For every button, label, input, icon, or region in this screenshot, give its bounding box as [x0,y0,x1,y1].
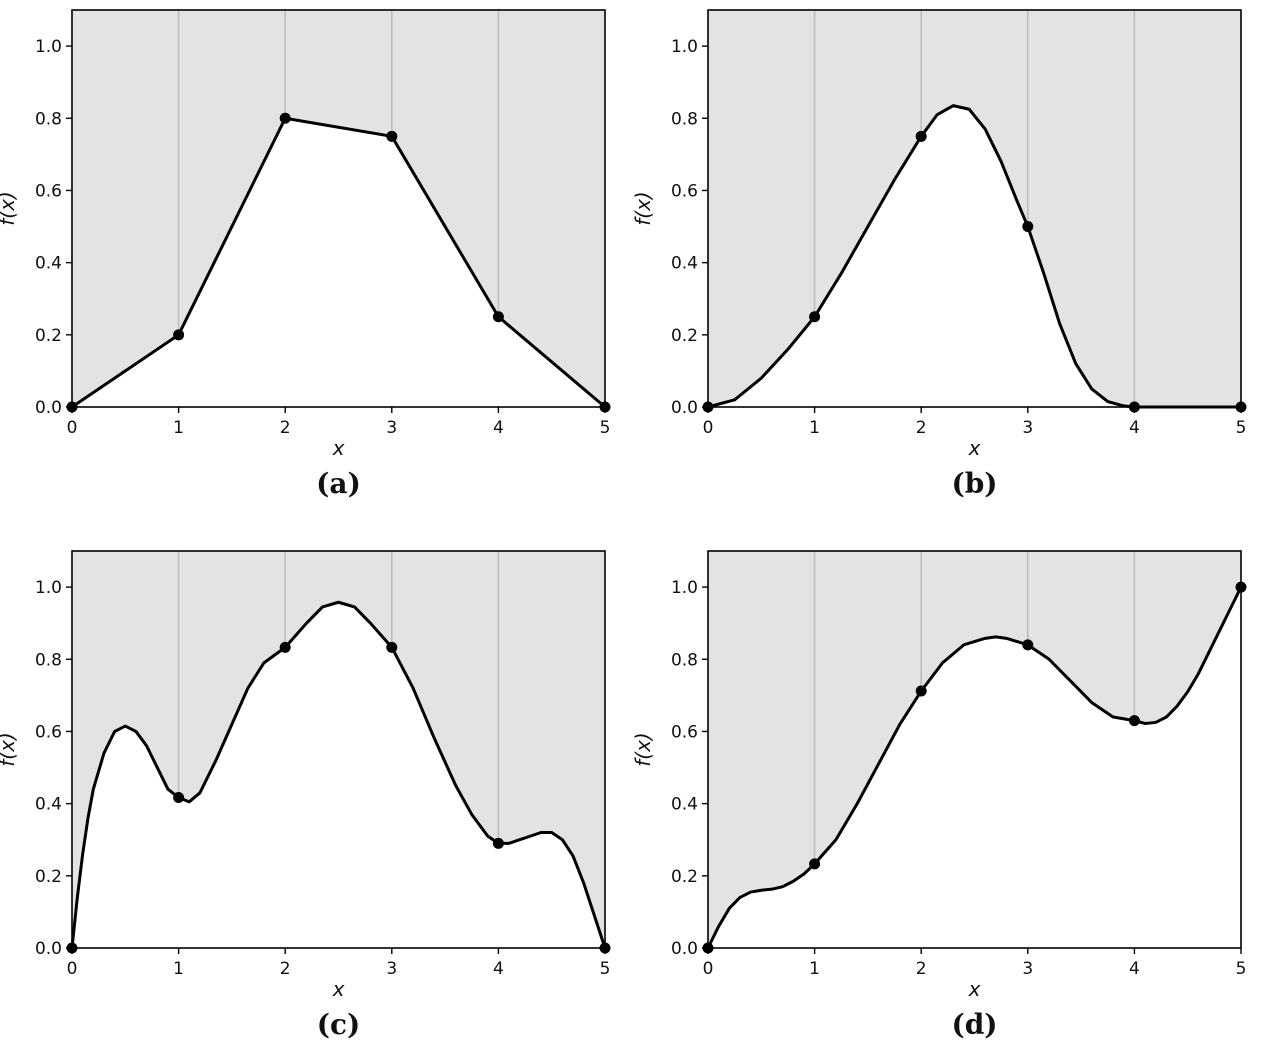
panel-a-xtick-label-1: 1 [173,418,184,438]
panel-b-ylabel: f(x) [631,191,655,225]
panel-d-xlabel: x [968,977,981,1001]
panel-c-xtick-label-4: 4 [493,959,504,979]
panel-b-frame [707,9,1242,408]
panel-a-ytick-label-3: 0.6 [35,181,62,201]
panel-c-ytick-label-2: 0.4 [35,795,62,815]
panel-d-curve [706,585,1243,950]
panel-c-ytick-label-5: 1.0 [35,578,62,598]
panel-a-frame [71,9,606,408]
panel-a-ytick-label-4: 0.8 [35,109,62,129]
panel-d-xtick-label-1: 1 [809,959,820,979]
panel-a-curve [70,116,607,409]
panel-b-ytick-label-1: 0.2 [671,326,698,346]
panel-b-xtick-label-5: 5 [1236,418,1247,438]
panel-c-area-under-curve [72,602,605,948]
panel-d-area-under-curve [708,587,1241,948]
panel-b-xtick-label-1: 1 [809,418,820,438]
panel-c-ytick-label-1: 0.2 [35,867,62,887]
panel-d-panel-label: (d) [951,1008,997,1041]
panel-a-ytick-label-0: 0.0 [35,398,62,418]
panel-d: 0 1 2 3 4 5 0.0 0.2 0.4 0.6 0.8 1.0 x f(x) (d) [631,550,1247,1041]
panel-a-point-2 [279,112,291,124]
panel-d-ytick-label-5: 1.0 [671,578,698,598]
panel-a-xtick-label-3: 3 [386,418,397,438]
panel-c-xtick-label-3: 3 [386,959,397,979]
panel-b-panel-label: (b) [951,467,997,500]
panel-c-frame [71,550,606,949]
panel-c-ytick-label-3: 0.6 [35,722,62,742]
panel-c-point-1 [173,792,185,804]
panel-a-area-under-curve [72,118,605,408]
panel-c-xtick-label-5: 5 [600,959,611,979]
panel-c-curve [70,600,607,950]
panel-d-xtick-label-2: 2 [916,959,927,979]
panel-c-xtick-label-2: 2 [280,959,291,979]
panel-a-ytick-label-5: 1.0 [35,37,62,57]
panel-c-ytick-label-4: 0.8 [35,650,62,670]
panel-d-ytick-label-4: 0.8 [671,650,698,670]
panel-a-ytick-label-1: 0.2 [35,326,62,346]
panel-d-point-2 [915,685,927,697]
panel-d-ytick-label-2: 0.4 [671,795,698,815]
panel-d-ytick-label-1: 0.2 [671,867,698,887]
panel-b-xtick-label-0: 0 [703,418,714,438]
panel-d-ytick-label-3: 0.6 [671,722,698,742]
panel-b-ytick-label-3: 0.6 [671,181,698,201]
panel-a: 0 1 2 3 4 5 0.0 0.2 0.4 0.6 0.8 1.0 x f(x) (a) [0,9,611,500]
panel-b-xtick-label-4: 4 [1129,418,1140,438]
panel-d-point-1 [809,858,821,870]
panel-c-xtick-label-0: 0 [67,959,78,979]
panel-c: 0 1 2 3 4 5 0.0 0.2 0.4 0.6 0.8 1.0 x f(x) (c) [0,550,611,1041]
panel-c-point-2 [279,641,291,653]
panel-d-xtick-label-4: 4 [1129,959,1140,979]
panel-c-ytick-label-0: 0.0 [35,939,62,959]
panel-c-point-4 [492,837,504,849]
panel-b-ytick-label-2: 0.4 [671,254,698,274]
panel-b-point-1 [809,311,821,323]
panel-a-xtick-label-4: 4 [493,418,504,438]
panel-d-xtick-label-0: 0 [703,959,714,979]
panel-b-xtick-label-2: 2 [916,418,927,438]
panel-b-ytick-label-4: 0.8 [671,109,698,129]
panel-d-xtick-label-5: 5 [1236,959,1247,979]
panel-b-ytick-label-5: 1.0 [671,37,698,57]
panel-a-ytick-label-2: 0.4 [35,254,62,274]
panel-c-xtick-label-1: 1 [173,959,184,979]
panel-b-ytick-label-0: 0.0 [671,398,698,418]
panel-b-point-2 [915,130,927,142]
panel-c-ylabel: f(x) [0,732,19,766]
panel-d-point-4 [1128,715,1140,727]
panel-d-frame [707,550,1242,949]
panel-b-xtick-label-3: 3 [1022,418,1033,438]
panel-b: 0 1 2 3 4 5 0.0 0.2 0.4 0.6 0.8 1.0 x f(x) (b) [631,9,1247,500]
panel-d-xtick-label-3: 3 [1022,959,1033,979]
panel-d-ytick-label-0: 0.0 [671,939,698,959]
panel-a-panel-label: (a) [316,467,361,500]
panel-b-xlabel: x [968,436,981,460]
panel-d-ylabel: f(x) [631,732,655,766]
panel-a-xtick-label-0: 0 [67,418,78,438]
panel-c-point-3 [386,641,398,653]
panel-a-point-1 [173,329,185,341]
panel-b-area-under-curve [708,105,1241,407]
panel-d-point-3 [1022,639,1034,651]
panel-c-panel-label: (c) [317,1008,361,1041]
panel-a-xtick-label-2: 2 [280,418,291,438]
panel-c-xlabel: x [332,977,345,1001]
panel-a-point-4 [492,311,504,323]
panel-a-xlabel: x [332,436,345,460]
panel-a-xtick-label-5: 5 [600,418,611,438]
panel-a-point-3 [386,130,398,142]
panel-b-point-3 [1022,221,1034,233]
panel-a-ylabel: f(x) [0,191,19,225]
